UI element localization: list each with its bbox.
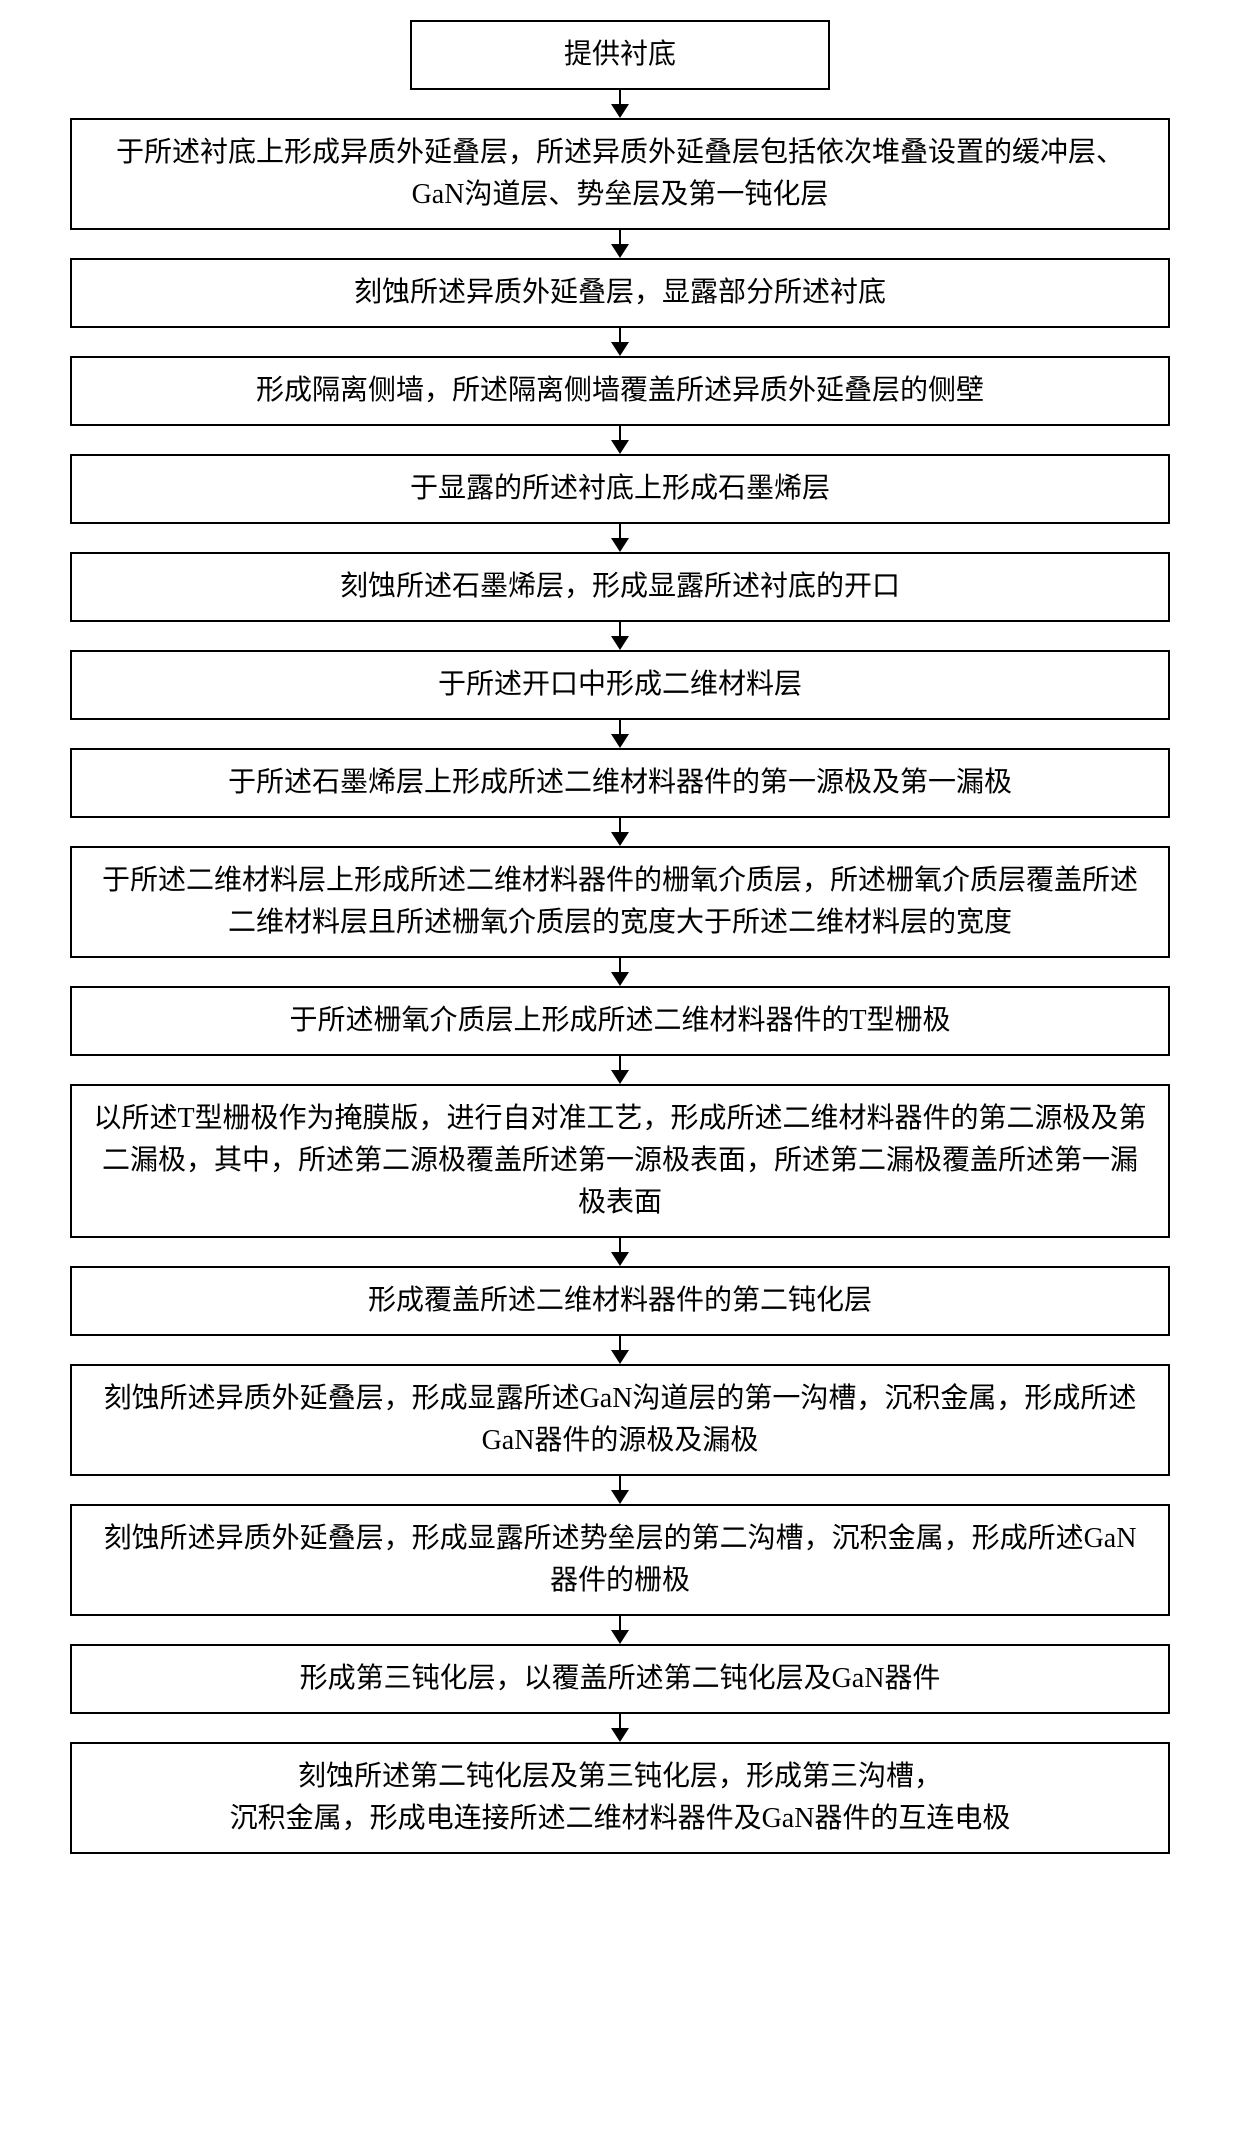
arrow-5 [611,524,629,552]
arrow-8 [611,818,629,846]
step-1-box: 提供衬底 [410,20,830,90]
arrow-7 [611,720,629,748]
arrow-2 [611,230,629,258]
step-7-box: 于所述开口中形成二维材料层 [70,650,1170,720]
step-1-text: 提供衬底 [564,39,676,70]
step-9-text: 于所述二维材料层上形成所述二维材料器件的栅氧介质层，所述栅氧介质层覆盖所述二维材… [102,865,1138,938]
step-14-box: 刻蚀所述异质外延叠层，形成显露所述势垒层的第二沟槽，沉积金属，形成所述GaN器件… [70,1504,1170,1616]
flowchart-container: 提供衬底 于所述衬底上形成异质外延叠层，所述异质外延叠层包括依次堆叠设置的缓冲层… [0,0,1240,1874]
step-3-box: 刻蚀所述异质外延叠层，显露部分所述衬底 [70,258,1170,328]
step-6-text: 刻蚀所述石墨烯层，形成显露所述衬底的开口 [340,571,900,602]
step-10-text: 于所述栅氧介质层上形成所述二维材料器件的T型栅极 [289,1005,950,1036]
step-15-box: 形成第三钝化层，以覆盖所述第二钝化层及GaN器件 [70,1644,1170,1714]
step-8-box: 于所述石墨烯层上形成所述二维材料器件的第一源极及第一漏极 [70,748,1170,818]
step-12-box: 形成覆盖所述二维材料器件的第二钝化层 [70,1266,1170,1336]
step-16-box: 刻蚀所述第二钝化层及第三钝化层，形成第三沟槽， 沉积金属，形成电连接所述二维材料… [70,1742,1170,1854]
arrow-15 [611,1714,629,1742]
step-11-box: 以所述T型栅极作为掩膜版，进行自对准工艺，形成所述二维材料器件的第二源极及第二漏… [70,1084,1170,1238]
step-13-box: 刻蚀所述异质外延叠层，形成显露所述GaN沟道层的第一沟槽，沉积金属，形成所述Ga… [70,1364,1170,1476]
arrow-13 [611,1476,629,1504]
arrow-14 [611,1616,629,1644]
step-5-text: 于显露的所述衬底上形成石墨烯层 [410,473,830,504]
step-2-text: 于所述衬底上形成异质外延叠层，所述异质外延叠层包括依次堆叠设置的缓冲层、GaN沟… [116,137,1124,210]
step-6-box: 刻蚀所述石墨烯层，形成显露所述衬底的开口 [70,552,1170,622]
step-3-text: 刻蚀所述异质外延叠层，显露部分所述衬底 [354,277,886,308]
arrow-3 [611,328,629,356]
arrow-10 [611,1056,629,1084]
step-12-text: 形成覆盖所述二维材料器件的第二钝化层 [368,1285,872,1316]
step-11-text: 以所述T型栅极作为掩膜版，进行自对准工艺，形成所述二维材料器件的第二源极及第二漏… [93,1103,1146,1218]
step-8-text: 于所述石墨烯层上形成所述二维材料器件的第一源极及第一漏极 [228,767,1012,798]
step-5-box: 于显露的所述衬底上形成石墨烯层 [70,454,1170,524]
step-2-box: 于所述衬底上形成异质外延叠层，所述异质外延叠层包括依次堆叠设置的缓冲层、GaN沟… [70,118,1170,230]
step-10-box: 于所述栅氧介质层上形成所述二维材料器件的T型栅极 [70,986,1170,1056]
arrow-11 [611,1238,629,1266]
arrow-9 [611,958,629,986]
arrow-1 [611,90,629,118]
step-7-text: 于所述开口中形成二维材料层 [438,669,802,700]
step-13-text: 刻蚀所述异质外延叠层，形成显露所述GaN沟道层的第一沟槽，沉积金属，形成所述Ga… [104,1383,1137,1456]
step-14-text: 刻蚀所述异质外延叠层，形成显露所述势垒层的第二沟槽，沉积金属，形成所述GaN器件… [104,1523,1137,1596]
arrow-12 [611,1336,629,1364]
step-9-box: 于所述二维材料层上形成所述二维材料器件的栅氧介质层，所述栅氧介质层覆盖所述二维材… [70,846,1170,958]
step-4-box: 形成隔离侧墙，所述隔离侧墙覆盖所述异质外延叠层的侧壁 [70,356,1170,426]
step-15-text: 形成第三钝化层，以覆盖所述第二钝化层及GaN器件 [300,1663,941,1694]
arrow-6 [611,622,629,650]
step-4-text: 形成隔离侧墙，所述隔离侧墙覆盖所述异质外延叠层的侧壁 [256,375,984,406]
arrow-4 [611,426,629,454]
step-16-text: 刻蚀所述第二钝化层及第三钝化层，形成第三沟槽， 沉积金属，形成电连接所述二维材料… [230,1761,1011,1834]
